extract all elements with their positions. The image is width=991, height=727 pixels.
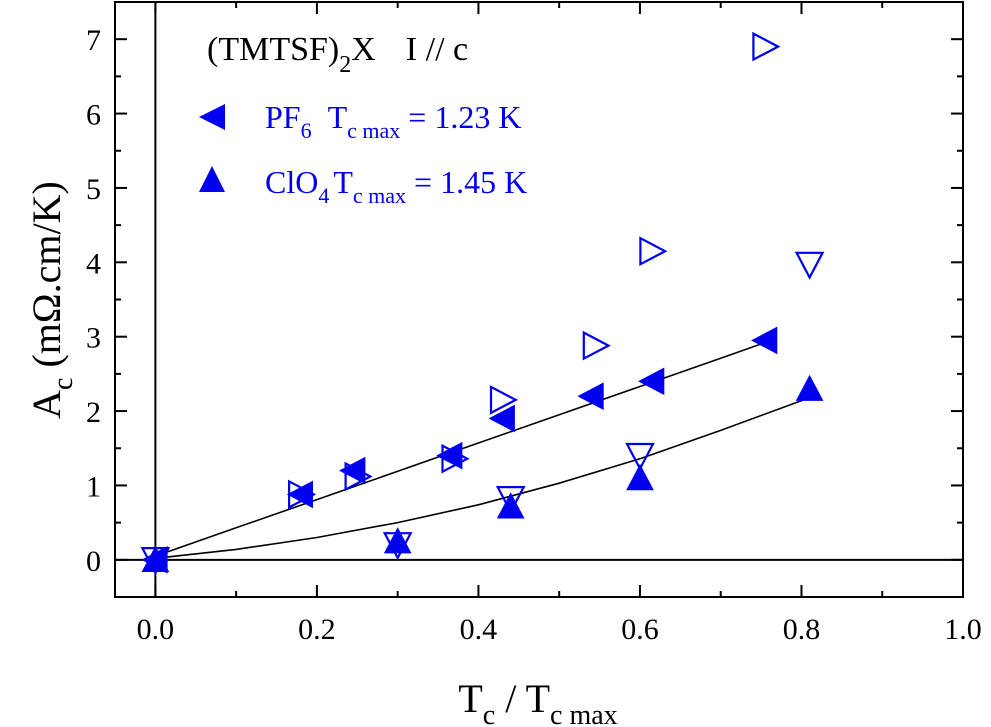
x-axis-label: Tc / Tc max — [458, 676, 617, 727]
legend-marker-clo4 — [199, 166, 225, 192]
zero-lines — [115, 2, 963, 597]
x-tick-label: 0.2 — [298, 613, 336, 646]
x-tick-label: 1.0 — [944, 613, 982, 646]
x-tick-label: 0.0 — [137, 613, 175, 646]
y-tick-label: 2 — [86, 396, 101, 429]
y-tick-label: 7 — [86, 24, 101, 57]
data-point-triangle-down-open — [382, 532, 413, 561]
x-tick-label: 0.8 — [783, 613, 821, 646]
data-point-triangle-right-open — [344, 461, 373, 492]
legend: PF6 Tc max = 1.23 K ClO4 Tc max = 1.45 K — [199, 99, 527, 208]
data-point-triangle-left-filled — [436, 441, 463, 470]
y-tick-label: 1 — [86, 470, 101, 503]
data-point-triangle-left-filled — [577, 382, 604, 411]
y-tick-label: 6 — [86, 99, 101, 132]
axis-ticks: 0.0 0.2 0.4 0.6 0.8 1.0 0 1 2 3 4 5 6 7 — [86, 1, 982, 646]
data-point-triangle-right-open — [288, 479, 317, 510]
x-tick-label: 0.6 — [621, 613, 659, 646]
data-point-triangle-right-open — [489, 385, 519, 415]
y-tick-label: 5 — [86, 173, 101, 206]
data-point-triangle-down-open — [625, 442, 655, 472]
y-tick-label: 4 — [86, 247, 101, 280]
y-tick-label: 0 — [86, 545, 101, 578]
fit-curves — [155, 340, 818, 560]
data-point-triangle-left-filled — [751, 326, 778, 355]
data-point-triangle-down-open — [140, 546, 171, 576]
data-point-triangle-down-open — [495, 486, 526, 515]
y-tick-label: 3 — [86, 322, 101, 355]
data-point-triangle-down-open — [794, 251, 825, 280]
data-point-triangle-up-filled — [626, 463, 654, 491]
data-point-triangle-right-open — [639, 236, 668, 267]
fit-curve — [155, 340, 770, 557]
data-point-triangle-right-open — [582, 330, 611, 361]
data-point-triangle-left-filled — [488, 404, 515, 433]
compound-annotation: (TMTSF)2X I // c — [207, 31, 468, 78]
data-point-triangle-left-filled — [286, 480, 313, 509]
data-point-triangle-up-filled — [496, 492, 525, 519]
data-point-triangle-left-filled — [638, 367, 665, 396]
legend-label-clo4: ClO4 Tc max = 1.45 K — [265, 164, 527, 208]
legend-label-pf6: PF6 Tc max = 1.23 K — [265, 99, 521, 143]
data-point-triangle-left-filled — [339, 456, 366, 485]
data-point-triangle-up-filled — [795, 374, 824, 401]
data-markers — [140, 31, 825, 576]
data-point-triangle-right-open — [752, 31, 781, 62]
fit-curve — [155, 393, 818, 560]
legend-marker-pf6 — [199, 104, 225, 130]
data-point-triangle-right-open — [441, 443, 470, 474]
y-axis-label: Ac (mΩ.cm/K) — [24, 181, 79, 419]
plot-frame — [114, 1, 964, 598]
x-tick-label: 0.4 — [460, 613, 498, 646]
